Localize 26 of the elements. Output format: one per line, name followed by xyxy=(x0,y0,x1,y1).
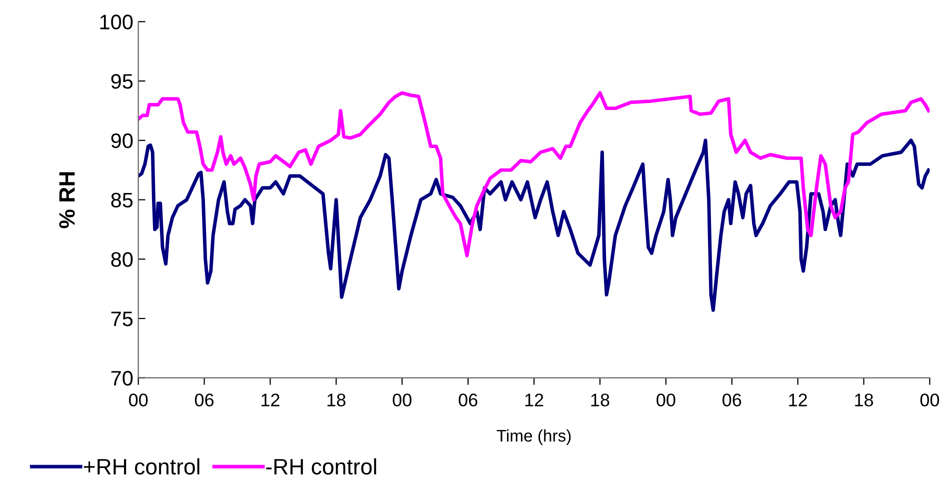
y-tick-label: 95 xyxy=(111,74,133,89)
y-tick-label: 90 xyxy=(111,133,133,148)
x-tick-label: 00 xyxy=(128,394,148,406)
y-tick-label: 70 xyxy=(111,370,133,386)
legend-label: +RH control xyxy=(84,458,200,475)
x-tick-label: 06 xyxy=(458,394,478,406)
x-tick-label: 00 xyxy=(656,394,676,406)
x-tick-label: 12 xyxy=(525,394,544,406)
x-tick-label: 06 xyxy=(722,394,742,406)
x-tick-label: 06 xyxy=(194,394,214,406)
y-tick-label: 80 xyxy=(111,252,133,267)
x-tick-label: 18 xyxy=(328,394,346,406)
legend-label: -RH control xyxy=(266,458,376,475)
y-tick-label: 85 xyxy=(111,192,133,208)
x-tick-label: 18 xyxy=(855,394,874,406)
x-axis-title: Time (hrs) xyxy=(496,429,571,445)
x-tick-label: 18 xyxy=(591,394,610,406)
x-tick-label: 12 xyxy=(262,394,280,406)
x-tick-label: 00 xyxy=(392,394,412,406)
y-axis-title: % RH xyxy=(59,172,75,228)
line-series xyxy=(138,91,930,258)
x-tick-label: 12 xyxy=(789,394,807,406)
y-tick-label: 100 xyxy=(100,14,133,30)
y-tick-label: 75 xyxy=(111,312,133,326)
x-tick-label: 00 xyxy=(920,394,940,406)
line-series xyxy=(138,138,930,312)
